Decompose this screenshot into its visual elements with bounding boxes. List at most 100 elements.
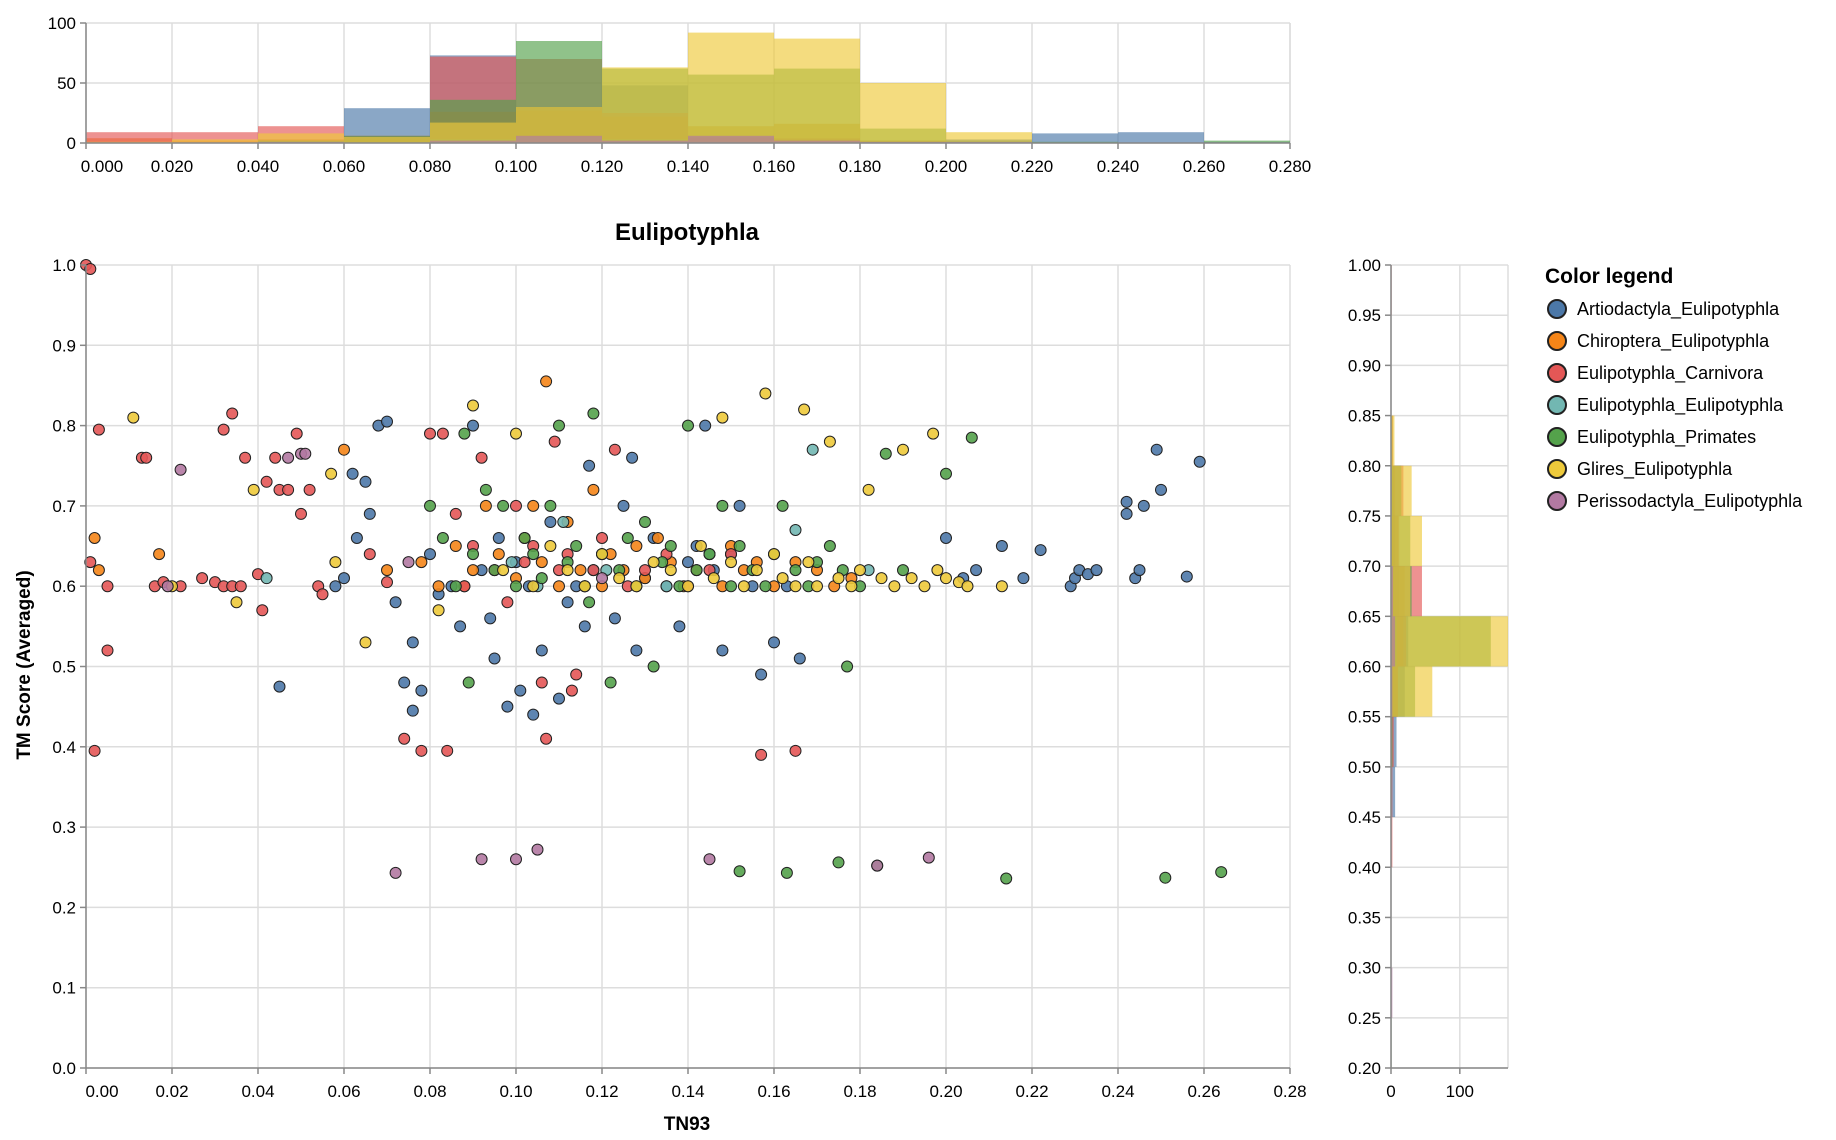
scatter-point [510,853,522,866]
scatter-point [527,580,540,593]
top-histogram-bar [516,135,602,143]
scatter-point [651,532,664,545]
scatter-point [578,620,591,633]
legend-item: Eulipotyphla_Carnivora [1547,363,1764,384]
right-histogram-bar [1391,465,1412,516]
scatter-point [553,692,565,705]
scatter-point [325,467,338,480]
scatter-point [527,499,540,512]
scatter-point [217,423,230,436]
scatter-point [1155,483,1167,496]
scatter-point [905,572,918,585]
scatter-x-tick-label: 0.02 [155,1082,188,1101]
scatter-point [535,644,548,657]
scatter-axes: 0.0 0.1 0.2 0.3 0.4 0.5 0.6 0.7 0.8 0.9 1.0 0.00 0.0… [52,256,1306,1101]
scatter-y-tick-label: 0.5 [52,658,76,677]
scatter-point [927,427,940,440]
top-histogram-bars [86,32,1290,143]
scatter-point [940,532,952,545]
right-y-tick-label: 0.50 [1348,758,1381,777]
right-y-tick-label: 0.65 [1348,607,1381,626]
scatter-point [1090,564,1103,577]
scatter-point [789,564,802,577]
scatter-point [101,644,114,657]
scatter-point [467,419,479,432]
legend-swatch [1547,427,1567,447]
right-y-tick-label: 0.85 [1348,407,1381,426]
y-axis-title: TM Score (Averaged) [14,570,35,759]
scatter-point [441,744,454,757]
right-histogram-axes: 1.00 0.95 0.90 0.85 0.80 0.75 0.70 0.65 0.60 0.55… [1348,256,1508,1101]
chart-title: Eulipotyphla [615,219,760,246]
scatter-y-tick-label: 0.0 [52,1059,76,1078]
right-y-tick-label: 0.80 [1348,457,1381,476]
scatter-point [260,572,273,585]
scatter-point [406,636,419,649]
scatter-point [940,572,952,585]
scatter-point [479,483,492,496]
scatter-point [514,684,527,697]
scatter-point [630,540,643,553]
scatter-point [1193,455,1206,468]
top-histogram-bar [1032,133,1118,143]
right-y-tick-label: 0.75 [1348,507,1381,526]
scatter-point [234,580,247,593]
scatter-point [196,572,209,585]
scatter-point [639,515,651,528]
scatter-point [359,636,372,649]
scatter-y-tick-label: 0.2 [52,898,76,917]
top-histogram-bar [172,139,258,143]
top-histogram-bar [1118,132,1204,143]
scatter-point [92,423,105,436]
scatter-y-tick-label: 0.3 [52,818,76,837]
scatter-point [1215,866,1228,879]
scatter-point [398,676,411,689]
legend-swatch [1547,299,1567,319]
scatter-point [922,851,935,864]
scatter-point [501,596,514,609]
scatter-point [682,419,694,432]
scatter-point [587,564,600,577]
scatter-point [127,411,140,424]
scatter-point [256,604,269,617]
legend-item-label: Eulipotyphla_Eulipotyphla [1577,395,1784,416]
scatter-x-tick-label: 0.28 [1273,1082,1306,1101]
scatter-point [540,732,553,745]
scatter-point [755,748,768,761]
scatter-point [497,564,510,577]
scatter-point [703,853,716,866]
scatter-point [424,427,436,440]
scatter-x-tick-label: 0.06 [327,1082,360,1101]
scatter-point [497,499,510,512]
scatter-point [454,620,467,633]
top-histogram-bar [172,132,258,143]
legend-item-label: Perissodactyla_Eulipotyphla [1577,491,1803,512]
scatter-point [92,564,105,577]
top-histogram-bar [1204,140,1290,143]
scatter-point [875,572,888,585]
scatter-point [350,532,363,545]
scatter-y-tick-label: 0.7 [52,497,76,516]
scatter-point [716,499,729,512]
scatter-point [768,548,780,561]
scatter-points [80,259,1228,885]
scatter-point [1120,507,1133,520]
scatter-x-tick-label: 0.00 [85,1082,118,1101]
scatter-point [716,644,729,657]
scatter-point [467,564,479,577]
scatter-point [467,548,479,561]
scatter-point [359,475,372,488]
scatter-point [329,556,342,569]
scatter-point [617,499,630,512]
scatter-point [768,636,780,649]
right-y-tick-label: 0.60 [1348,658,1381,677]
scatter-point [432,604,445,617]
right-histogram-bar [1391,566,1411,617]
scatter-point [613,572,626,585]
top-histogram-bar [946,132,1032,143]
legend-item-label: Eulipotyphla_Primates [1577,427,1756,448]
scatter-plot: Eulipotyphla 0.0 0.1 0.2 0.3 0.4 0.5 0.6 0.7 0.8… [14,219,1307,1135]
scatter-point [402,556,415,569]
scatter-point [759,580,772,593]
scatter-point [398,732,411,745]
